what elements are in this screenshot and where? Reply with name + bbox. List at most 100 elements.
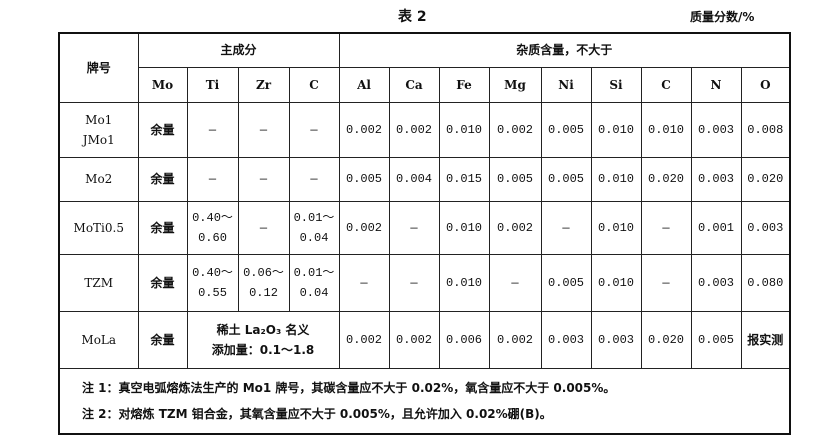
- cell-text: —: [410, 275, 418, 290]
- cell-text: —: [259, 220, 268, 235]
- impurity-cell: 0.010: [438, 200, 490, 255]
- ti-cell: —: [186, 156, 239, 202]
- cell-text: 0.003: [698, 122, 735, 137]
- c-cell: —: [288, 101, 340, 158]
- cell-text: 0.002: [346, 122, 383, 137]
- cell-text: 添加量：0.1～1.8: [211, 342, 315, 357]
- cell-text: 0.01～: [293, 210, 335, 225]
- mo-cell: 余量: [137, 253, 188, 312]
- cell-text: 余量: [150, 172, 175, 186]
- impurity-cell: 0.004: [388, 156, 440, 202]
- impurity-cell: 0.010: [640, 101, 692, 158]
- cell-text: —: [310, 122, 318, 137]
- header-main-components: 主成分: [137, 32, 340, 68]
- cell-text: 稀土 La₂O₃ 名义: [216, 322, 310, 337]
- column-header: Ca: [388, 66, 440, 103]
- cell-text: 0.015: [446, 172, 483, 186]
- cell-text: 0.010: [446, 220, 483, 235]
- impurity-cell: 0.003: [690, 156, 742, 202]
- impurity-cell: 0.002: [338, 101, 390, 158]
- impurity-cell: 0.002: [488, 310, 542, 369]
- cell-text: 余量: [150, 220, 175, 235]
- cell-text: 0.020: [648, 332, 685, 347]
- impurity-cell: —: [640, 253, 692, 312]
- impurity-cell: 0.010: [590, 156, 642, 202]
- impurity-cell: 0.010: [438, 101, 490, 158]
- column-header: Mg: [488, 66, 542, 103]
- rare-earth-cell: 稀土 La₂O₃ 名义 添加量：0.1～1.8: [186, 310, 340, 369]
- column-header: N: [690, 66, 742, 103]
- header-grade: 牌号: [58, 32, 139, 103]
- cell-text: 0.008: [747, 122, 784, 137]
- impurity-cell: 0.010: [590, 253, 642, 312]
- table-row: TZM 余量 0.40～ 0.55 0.06～ 0.12 0.01～ 0.04 — — 0.010 —…: [58, 253, 791, 312]
- cell-text: 0.04: [299, 230, 329, 245]
- table-row: MoTi0.5 余量 0.40～ 0.60 — 0.01～ 0.04 0.002 — 0.010 0…: [58, 200, 791, 255]
- impurity-cell: 0.005: [690, 310, 742, 369]
- impurity-cell: 0.006: [438, 310, 490, 369]
- impurity-cell: —: [388, 200, 440, 255]
- cell-text: 0.55: [198, 285, 227, 300]
- mo-cell: 余量: [137, 156, 188, 202]
- header-impurities: 杂质含量，不大于: [338, 32, 791, 68]
- unit-label: 质量分数/%: [690, 10, 755, 24]
- impurity-cell: 0.005: [488, 156, 542, 202]
- cell-text: —: [208, 122, 217, 137]
- cell-text: Mo1: [85, 112, 113, 127]
- table-row: Mo1 JMo1 余量 — — — 0.002 0.002 0.010 0.002 0.005 0.0…: [58, 101, 791, 158]
- cell-text: 0.002: [346, 220, 383, 235]
- column-header: Al: [338, 66, 390, 103]
- cell-text: —: [662, 220, 670, 235]
- cell-text: 0.002: [396, 332, 433, 347]
- impurity-cell: 0.010: [590, 200, 642, 255]
- cell-text: 0.01～: [293, 265, 335, 280]
- cell-text: 0.020: [648, 172, 685, 186]
- impurity-cell: 0.020: [640, 310, 692, 369]
- impurity-cell: 0.003: [740, 200, 791, 255]
- table-row: Mo2 余量 — — — 0.005 0.004 0.015 0.005 0.005 0.010 0.…: [58, 156, 791, 202]
- cell-text: 0.60: [198, 230, 227, 245]
- cell-text: 0.010: [648, 122, 685, 137]
- impurity-cell: 0.010: [438, 253, 490, 312]
- cell-text: MoTi0.5: [73, 220, 124, 235]
- column-header: Ni: [540, 66, 592, 103]
- cell-text: —: [208, 172, 217, 186]
- cell-text: 0.002: [497, 220, 534, 235]
- impurity-cell: 0.005: [540, 156, 592, 202]
- mo-cell: 余量: [137, 101, 188, 158]
- cell-text: 0.005: [346, 172, 383, 186]
- cell-text: 0.010: [598, 172, 635, 186]
- column-header: O: [740, 66, 791, 103]
- cell-text: 0.005: [548, 122, 585, 137]
- impurity-cell: 0.003: [540, 310, 592, 369]
- cell-text: 0.001: [698, 220, 735, 235]
- impurity-cell: 0.010: [590, 101, 642, 158]
- zr-cell: —: [237, 101, 290, 158]
- impurity-cell: 0.005: [540, 253, 592, 312]
- cell-text: 0.004: [396, 172, 433, 186]
- note-2: 注 2：对熔炼 TZM 钼合金，其氧含量应不大于 0.005%，且允许加入 0.…: [82, 406, 552, 421]
- table-row: MoLa 余量 稀土 La₂O₃ 名义 添加量：0.1～1.8 0.002 0.002 0.…: [58, 310, 791, 369]
- cell-text: 0.010: [598, 275, 635, 290]
- zr-cell: 0.06～ 0.12: [237, 253, 290, 312]
- impurity-cell: 0.002: [388, 101, 440, 158]
- column-header: Fe: [438, 66, 490, 103]
- grade-cell: MoLa: [58, 310, 139, 369]
- cell-text: 0.005: [497, 172, 534, 186]
- grade-cell: MoTi0.5: [58, 200, 139, 255]
- impurity-cell: —: [540, 200, 592, 255]
- column-header: Mo: [137, 66, 188, 103]
- note-1: 注 1：真空电弧熔炼法生产的 Mo1 牌号，其碳含量应不大于 0.02%，氧含量…: [82, 380, 616, 395]
- cell-text: Mo2: [85, 172, 113, 186]
- impurity-cell: 0.015: [438, 156, 490, 202]
- zr-cell: —: [237, 156, 290, 202]
- cell-text: 0.002: [396, 122, 433, 137]
- ti-cell: —: [186, 101, 239, 158]
- cell-text: 0.003: [747, 220, 784, 235]
- cell-text: 0.020: [747, 172, 784, 186]
- impurity-cell: 0.003: [690, 101, 742, 158]
- cell-text: 0.010: [598, 122, 635, 137]
- cell-text: —: [259, 172, 268, 186]
- grade-cell: Mo2: [58, 156, 139, 202]
- c-cell: 0.01～ 0.04: [288, 200, 340, 255]
